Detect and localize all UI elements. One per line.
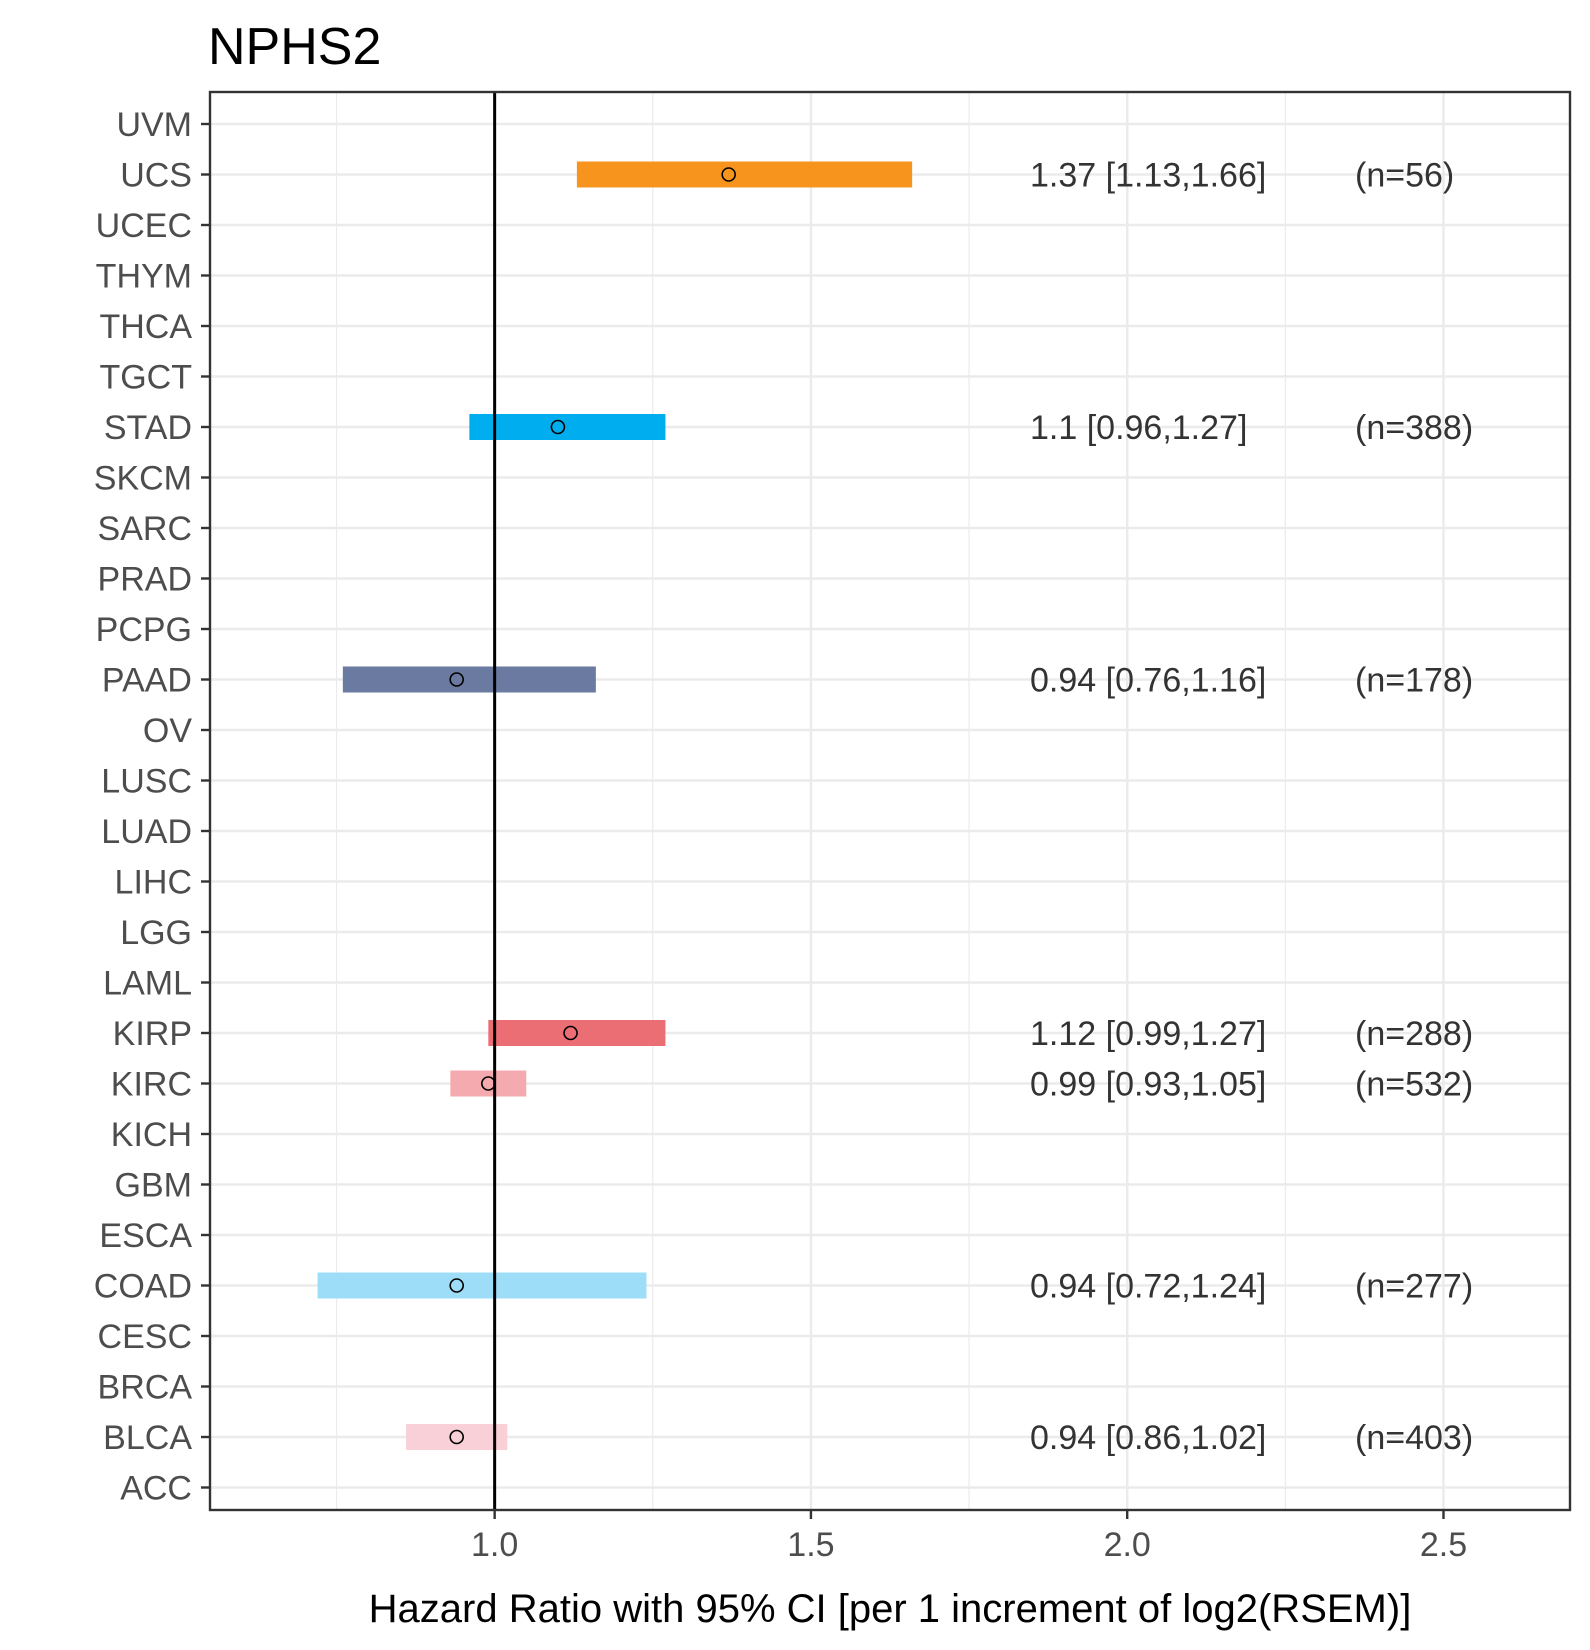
- hr-point-stad: [550, 419, 566, 435]
- y-tick-label-lgg: LGG: [120, 914, 192, 952]
- y-tick-label-ov: OV: [143, 712, 192, 750]
- hr-point-ucs: [721, 167, 736, 182]
- hr-label-coad: 0.94 [0.72,1.24]: [1030, 1268, 1266, 1306]
- hr-label-paad: 0.94 [0.76,1.16]: [1030, 662, 1266, 700]
- n-label-coad: (n=277): [1355, 1268, 1473, 1306]
- panel-border: [208, 90, 1572, 1512]
- chart-title: NPHS2: [208, 18, 381, 76]
- y-tick-label-pcpg: PCPG: [96, 611, 192, 649]
- y-tick-label-acc: ACC: [120, 1470, 192, 1508]
- x-tick-label: 2.0: [1104, 1526, 1151, 1564]
- n-label-ucs: (n=56): [1355, 157, 1454, 195]
- y-tick-label-thca: THCA: [99, 308, 192, 346]
- y-tick-label-luad: LUAD: [101, 813, 192, 851]
- y-tick-label-uvm: UVM: [116, 106, 192, 144]
- hr-point-kirc: [481, 1076, 496, 1091]
- y-tick-label-esca: ESCA: [99, 1217, 192, 1255]
- y-tick-label-skcm: SKCM: [94, 460, 192, 498]
- n-label-blca: (n=403): [1355, 1419, 1473, 1457]
- hr-point-blca: [449, 1429, 464, 1445]
- ci-bar-kirc: [450, 1070, 527, 1097]
- points-layer: [449, 167, 736, 1445]
- y-tick-label-cesc: CESC: [98, 1318, 192, 1356]
- x-tick-label: 2.5: [1420, 1526, 1467, 1564]
- hr-point-kirp: [563, 1025, 578, 1041]
- n-label-kirc: (n=532): [1355, 1066, 1473, 1104]
- y-tick-label-laml: LAML: [103, 965, 192, 1003]
- bars-layer: [317, 161, 913, 1450]
- x-axis: 1.0 1.5 2.0 2.5: [471, 1510, 1467, 1564]
- y-tick-label-gbm: GBM: [115, 1167, 192, 1205]
- y-tick-label-kich: KICH: [111, 1116, 192, 1154]
- y-tick-label-paad: PAAD: [102, 662, 192, 700]
- y-tick-label-kirp: KIRP: [113, 1015, 192, 1053]
- y-tick-label-tgct: TGCT: [99, 359, 192, 397]
- y-tick-label-ucec: UCEC: [96, 207, 192, 245]
- y-tick-label-lusc: LUSC: [101, 763, 192, 801]
- y-tick-label-prad: PRAD: [98, 561, 192, 599]
- hr-label-blca: 0.94 [0.86,1.02]: [1030, 1419, 1266, 1457]
- ci-bar-blca: [406, 1424, 508, 1450]
- y-tick-label-brca: BRCA: [98, 1369, 193, 1407]
- hr-point-paad: [449, 672, 464, 687]
- y-tick-label-sarc: SARC: [98, 510, 192, 548]
- ci-bar-paad: [342, 666, 596, 693]
- x-axis-label: Hazard Ratio with 95% CI [per 1 incremen…: [369, 1587, 1412, 1631]
- n-label-stad: (n=388): [1355, 409, 1473, 447]
- n-label-kirp: (n=288): [1355, 1015, 1473, 1053]
- y-tick-label-lihc: LIHC: [115, 864, 192, 902]
- hr-point-coad: [449, 1278, 464, 1293]
- y-tick-label-coad: COAD: [94, 1268, 192, 1306]
- y-tick-label-thym: THYM: [96, 258, 192, 296]
- y-tick-label-ucs: UCS: [120, 157, 192, 195]
- y-axis: UVM UCS UCEC THYM THCA TGCT STAD SKCM SARC PRAD PC…: [94, 106, 210, 1508]
- x-tick-label: 1.5: [787, 1526, 834, 1564]
- hr-label-kirc: 0.99 [0.93,1.05]: [1030, 1066, 1266, 1104]
- hr-label-stad: 1.1 [0.96,1.27]: [1030, 409, 1247, 447]
- hr-label-kirp: 1.12 [0.99,1.27]: [1030, 1015, 1266, 1053]
- ci-bar-ucs: [576, 161, 913, 188]
- ci-bar-coad: [317, 1272, 647, 1299]
- annotations: 1.37 [1.13,1.66] (n=56) 1.1 [0.96,1.27] (n=…: [1030, 157, 1473, 1458]
- y-tick-label-stad: STAD: [104, 409, 192, 447]
- ci-bar-stad: [469, 414, 666, 440]
- x-tick-label: 1.0: [471, 1526, 518, 1564]
- y-tick-label-blca: BLCA: [103, 1419, 192, 1457]
- y-tick-label-kirc: KIRC: [111, 1066, 192, 1104]
- hr-label-ucs: 1.37 [1.13,1.66]: [1030, 157, 1266, 195]
- n-label-paad: (n=178): [1355, 662, 1473, 700]
